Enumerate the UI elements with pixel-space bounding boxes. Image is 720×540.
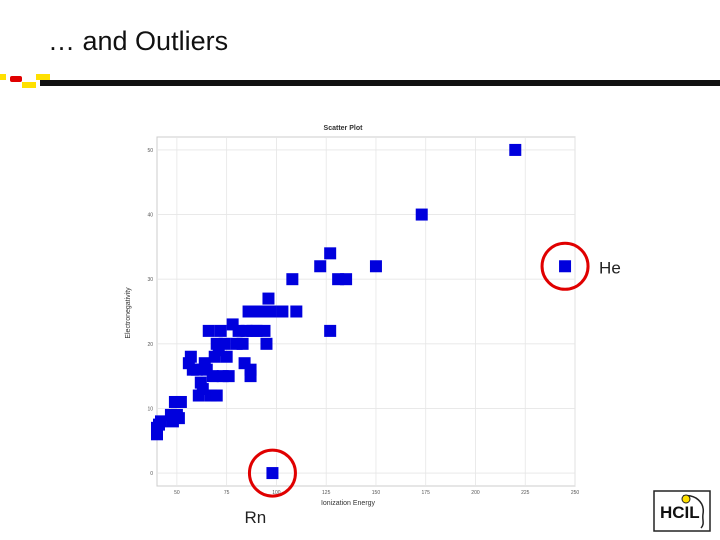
y-tick-label: 0 bbox=[150, 471, 153, 477]
logo-head-outline bbox=[682, 494, 704, 529]
plot-area-group bbox=[156, 136, 576, 487]
data-point bbox=[509, 143, 522, 156]
data-point bbox=[222, 370, 235, 383]
y-tick-label: 30 bbox=[147, 277, 153, 283]
x-tick-label: 125 bbox=[322, 490, 331, 496]
data-point bbox=[202, 324, 215, 337]
y-tick-label: 40 bbox=[147, 213, 153, 219]
data-point bbox=[244, 363, 257, 376]
data-point bbox=[258, 324, 271, 337]
data-point bbox=[314, 260, 327, 273]
data-point bbox=[324, 324, 337, 337]
logo-text: HCIL bbox=[660, 503, 700, 522]
x-tick-label: 250 bbox=[571, 490, 580, 496]
divider-accent-yellow bbox=[0, 74, 6, 80]
x-tick-label: 225 bbox=[521, 490, 530, 496]
data-point bbox=[206, 370, 219, 383]
x-tick-label: 200 bbox=[471, 490, 480, 496]
x-tick-label: 150 bbox=[372, 490, 381, 496]
slide-title: … and Outliers bbox=[48, 26, 229, 56]
data-point bbox=[260, 337, 273, 350]
data-point bbox=[172, 412, 185, 425]
data-point bbox=[286, 273, 299, 286]
hcil-logo bbox=[653, 490, 711, 532]
data-point bbox=[340, 273, 353, 286]
divider-accent-small bbox=[36, 74, 50, 80]
data-point bbox=[415, 208, 428, 221]
data-point bbox=[276, 305, 289, 318]
outlier-ring bbox=[247, 448, 297, 498]
data-point bbox=[254, 305, 267, 318]
outlier-point bbox=[559, 260, 572, 273]
divider-line bbox=[40, 80, 720, 86]
outlier-label: He bbox=[599, 258, 621, 277]
data-point bbox=[210, 389, 223, 402]
data-point bbox=[242, 305, 255, 318]
tick-labels-layer: 50 75 100 125 150 175 200 225 250 0 10 20 30 40 50 bbox=[147, 148, 579, 496]
logo-accent-dot bbox=[681, 494, 691, 504]
x-tick-label: 100 bbox=[272, 490, 281, 496]
title-divider-bar bbox=[0, 74, 720, 88]
data-point bbox=[152, 418, 165, 431]
data-point bbox=[244, 370, 257, 383]
outlier-ring bbox=[540, 241, 590, 291]
y-tick-label: 50 bbox=[147, 148, 153, 154]
data-point bbox=[324, 247, 337, 260]
x-tick-label: 50 bbox=[174, 490, 180, 496]
data-point bbox=[290, 305, 303, 318]
data-point bbox=[184, 350, 197, 363]
x-tick-label: 175 bbox=[422, 490, 431, 496]
grid-layer bbox=[157, 137, 576, 486]
data-point bbox=[236, 337, 249, 350]
x-axis-label: Ionization Energy bbox=[321, 500, 376, 507]
outlier-annotations-layer: Rn He bbox=[244, 241, 621, 527]
y-axis-label: Electronegativity bbox=[125, 287, 132, 339]
outlier-label: Rn bbox=[244, 508, 266, 527]
outlier-point bbox=[266, 467, 279, 480]
data-points-layer bbox=[151, 143, 572, 480]
x-tick-label: 75 bbox=[224, 490, 230, 496]
chart-title: Scatter Plot bbox=[324, 125, 364, 132]
y-tick-label: 10 bbox=[147, 406, 153, 412]
plot-area bbox=[156, 136, 576, 487]
data-point bbox=[369, 260, 382, 273]
divider-accent-yellow-2 bbox=[22, 82, 36, 88]
data-point bbox=[264, 305, 277, 318]
data-point bbox=[214, 324, 227, 337]
data-point bbox=[262, 292, 275, 305]
data-point bbox=[174, 395, 187, 408]
data-point bbox=[151, 428, 163, 441]
data-point bbox=[220, 350, 233, 363]
data-point bbox=[218, 337, 231, 350]
divider-accent-red bbox=[10, 76, 22, 82]
y-tick-label: 20 bbox=[147, 342, 153, 348]
